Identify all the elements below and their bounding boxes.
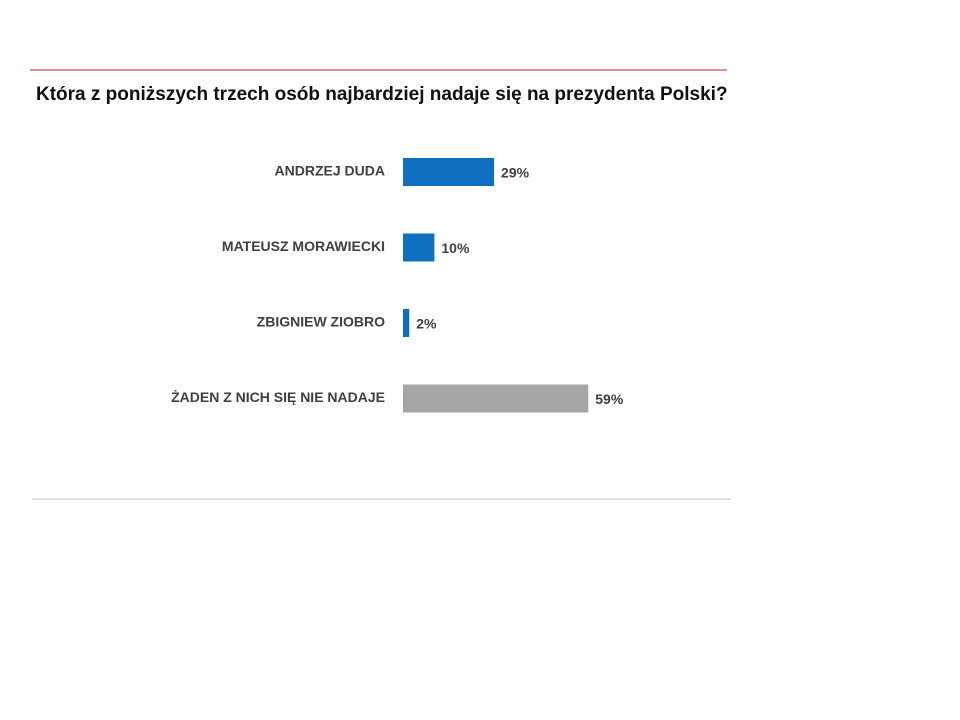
value-label: 10% <box>441 240 470 256</box>
bar <box>403 233 435 262</box>
chart-title: Która z poniższych trzech osób najbardzi… <box>36 84 728 105</box>
bar <box>403 384 589 413</box>
value-label: 2% <box>416 316 437 332</box>
value-label: 29% <box>501 165 530 181</box>
category-label: ANDRZEJ DUDA <box>275 163 385 179</box>
category-label: ZBIGNIEW ZIOBRO <box>257 314 385 330</box>
bar <box>403 309 410 337</box>
value-label: 59% <box>595 391 624 407</box>
category-label: MATEUSZ MORAWIECKI <box>222 238 385 254</box>
bar <box>403 158 495 186</box>
category-label: ŻADEN Z NICH SIĘ NIE NADAJE <box>171 389 385 405</box>
